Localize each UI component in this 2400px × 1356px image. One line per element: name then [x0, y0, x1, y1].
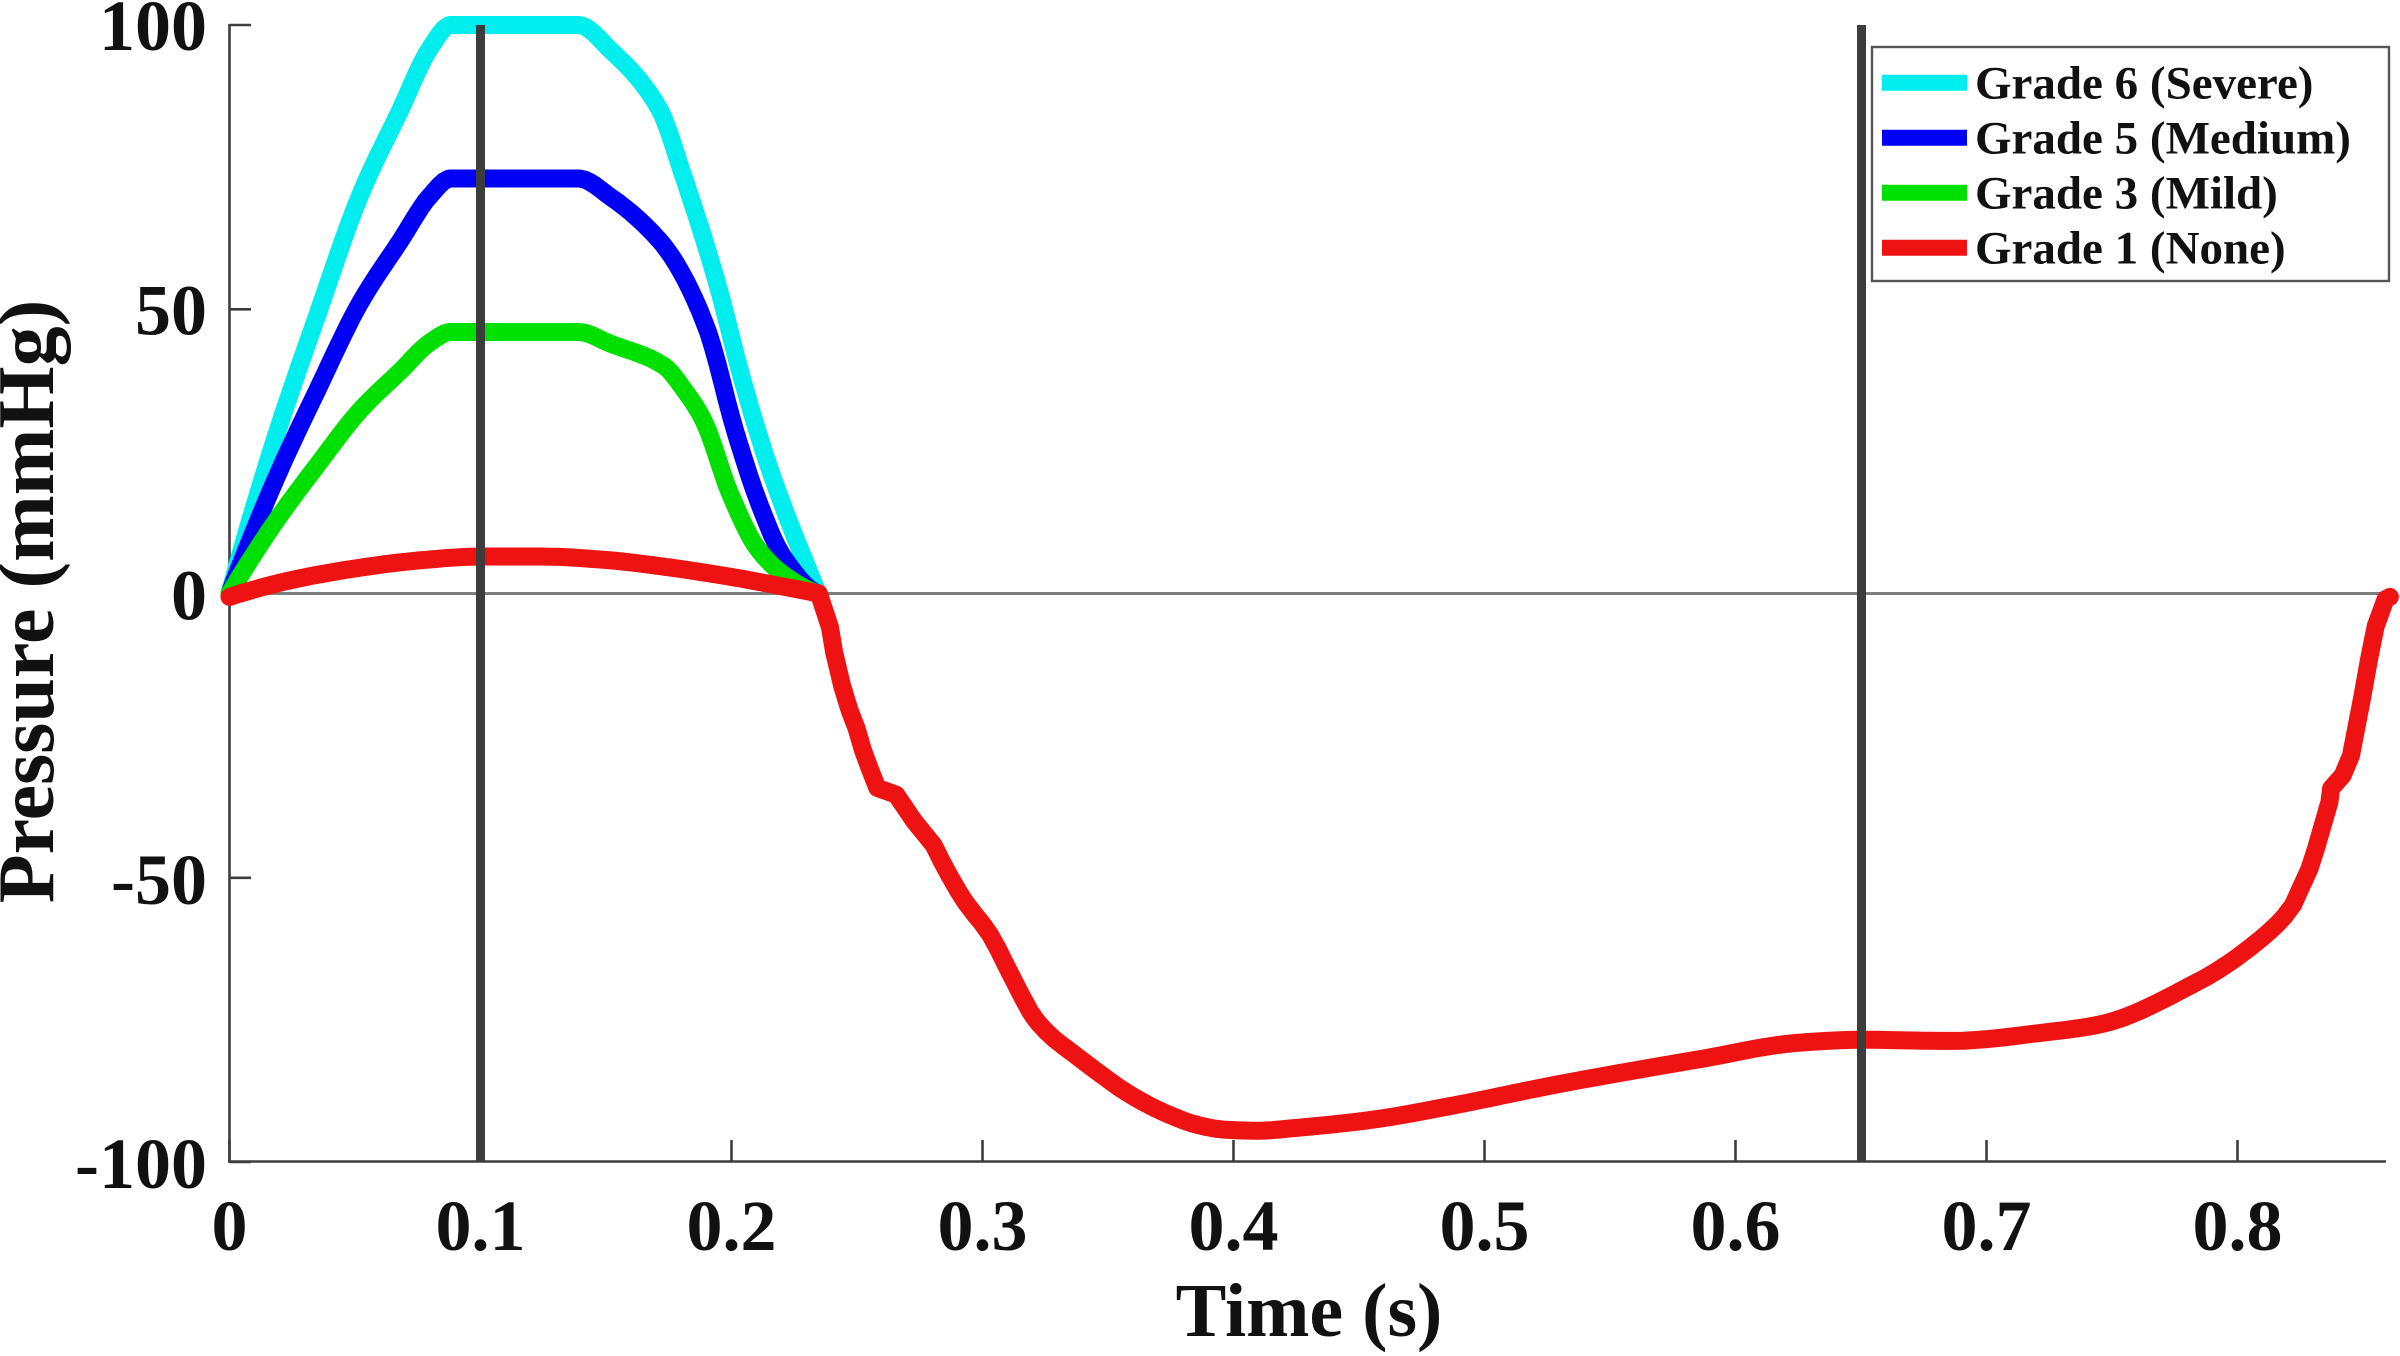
svg-text:0.4: 0.4	[1189, 1186, 1279, 1266]
svg-text:Grade 5 (Medium): Grade 5 (Medium)	[1975, 113, 2351, 165]
svg-text:0.3: 0.3	[938, 1186, 1028, 1266]
svg-text:0.5: 0.5	[1440, 1186, 1530, 1266]
svg-text:0.1: 0.1	[436, 1186, 526, 1266]
svg-text:Time (s): Time (s)	[1176, 1269, 1443, 1353]
svg-text:0.8: 0.8	[2193, 1186, 2283, 1266]
svg-text:Grade 3 (Mild): Grade 3 (Mild)	[1975, 168, 2278, 220]
svg-text:0: 0	[171, 556, 207, 636]
svg-text:Grade 1 (None): Grade 1 (None)	[1975, 223, 2286, 275]
svg-text:-100: -100	[75, 1124, 207, 1204]
svg-text:0.7: 0.7	[1942, 1186, 2032, 1266]
svg-text:Grade 6 (Severe): Grade 6 (Severe)	[1975, 58, 2313, 110]
svg-text:0.6: 0.6	[1691, 1186, 1781, 1266]
svg-text:Pressure (mmHg): Pressure (mmHg)	[0, 300, 71, 904]
svg-text:0: 0	[212, 1186, 248, 1266]
svg-text:-50: -50	[111, 840, 207, 920]
svg-text:0.2: 0.2	[687, 1186, 777, 1266]
svg-text:50: 50	[135, 270, 207, 350]
svg-text:100: 100	[99, 0, 207, 66]
